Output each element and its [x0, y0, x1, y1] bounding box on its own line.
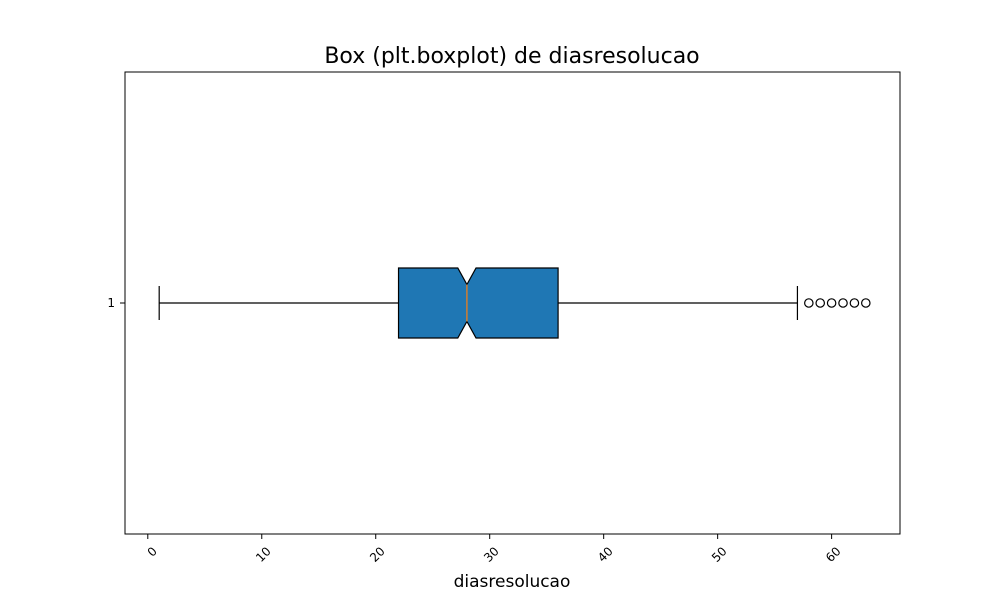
- x-tick-label: 40: [595, 544, 616, 565]
- outlier-point: [861, 298, 871, 308]
- outlier-point: [838, 298, 848, 308]
- x-tick-label: 20: [367, 544, 388, 565]
- x-tick-label: 50: [709, 544, 730, 565]
- x-axis: 0 10 20 30 40 50 60: [145, 534, 844, 565]
- outlier-point: [826, 298, 837, 308]
- x-tick-label: 60: [823, 544, 844, 565]
- x-axis-label: diasresolucao: [454, 572, 571, 592]
- outlier-point: [815, 298, 826, 308]
- x-tick-label: 10: [253, 544, 274, 565]
- chart-title: Box (plt.boxplot) de diasresolucao: [324, 44, 699, 69]
- y-axis: 1: [107, 296, 125, 310]
- y-tick-label: 1: [107, 296, 115, 310]
- x-tick-label: 0: [145, 544, 160, 559]
- box: [397, 267, 559, 339]
- outlier-point: [804, 298, 814, 308]
- x-tick-label: 30: [481, 544, 502, 565]
- plot-marks: [158, 267, 871, 339]
- outlier-point: [849, 298, 860, 308]
